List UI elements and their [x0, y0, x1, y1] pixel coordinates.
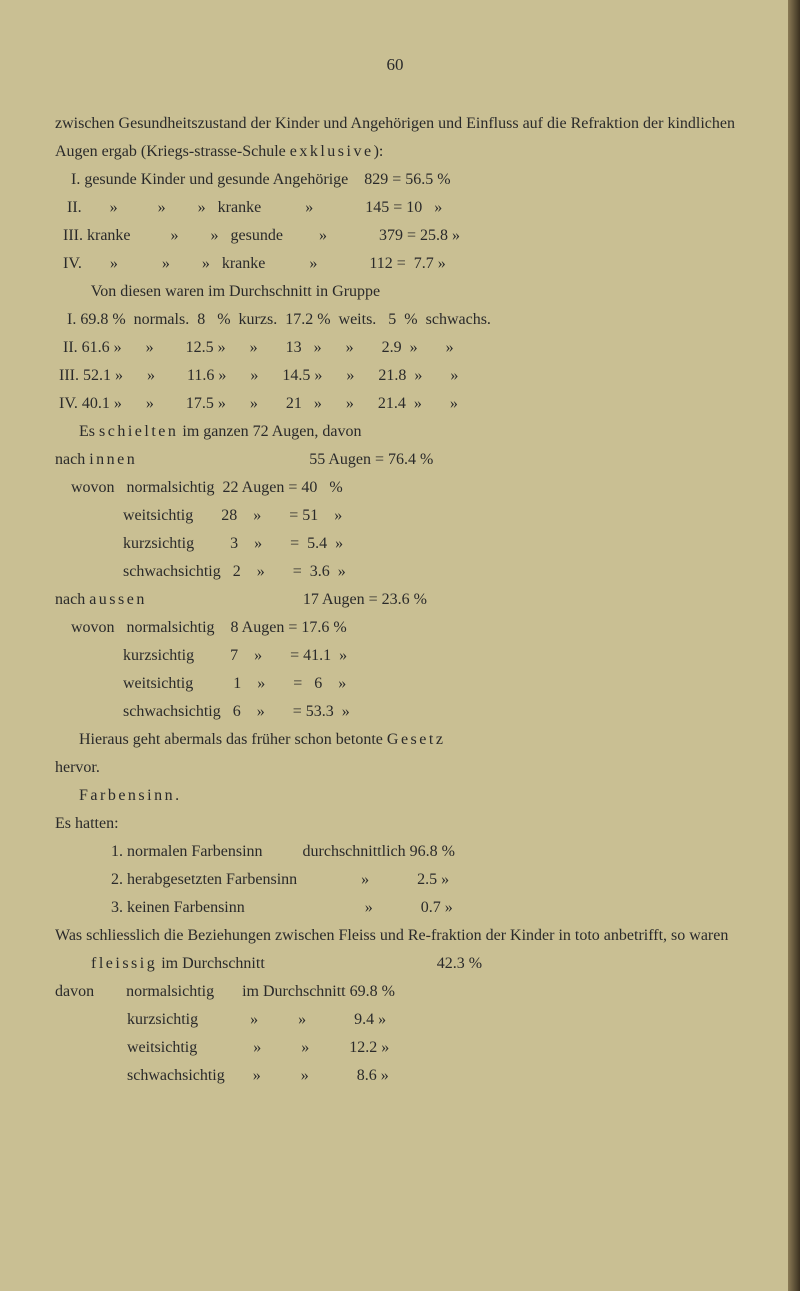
text-line: hervor. [55, 754, 735, 782]
text: ): [374, 143, 384, 160]
table-row: schwachsichtig » » 8.6 » [55, 1062, 735, 1090]
table-row: IV. » » » kranke » 112 = 7.7 » [55, 250, 735, 278]
text: Was schliesslich die Beziehungen zwische… [55, 927, 728, 944]
text-line: Es hatten: [55, 810, 735, 838]
text: Hieraus geht abermals das früher schon b… [55, 731, 387, 748]
table-row: schwachsichtig 6 » = 53.3 » [55, 698, 735, 726]
table-row: wovon normalsichtig 22 Augen = 40 % [55, 474, 735, 502]
table-row: weitsichtig 28 » = 51 » [55, 502, 735, 530]
text-spaced: Gesetz [387, 731, 446, 748]
text: zwischen Gesundheitszustand der Kinder u… [55, 115, 735, 160]
table-row: kurzsichtig » » 9.4 » [55, 1006, 735, 1034]
table-row: IV. 40.1 » » 17.5 » » 21 » » 21.4 » » [55, 390, 735, 418]
table-row: III. 52.1 » » 11.6 » » 14.5 » » 21.8 » » [55, 362, 735, 390]
table-row: wovon normalsichtig 8 Augen = 17.6 % [55, 614, 735, 642]
text-line: Von diesen waren im Durchschnitt in Grup… [55, 278, 735, 306]
paragraph-intro: zwischen Gesundheitszustand der Kinder u… [55, 110, 735, 166]
text-line: fleissig im Durchschnitt 42.3 % [55, 950, 735, 978]
text-line: nach innen 55 Augen = 76.4 % [55, 446, 735, 474]
text: Es [55, 423, 99, 440]
heading: Farbensinn. [55, 782, 735, 810]
text-line: Es schielten im ganzen 72 Augen, davon [55, 418, 735, 446]
page-edge-shadow [788, 0, 800, 1291]
text-spaced: schielten [99, 423, 178, 440]
text-line: Hieraus geht abermals das früher schon b… [55, 726, 735, 754]
text-spaced: fleissig [91, 955, 157, 972]
table-row: II. 61.6 » » 12.5 » » 13 » » 2.9 » » [55, 334, 735, 362]
table-row: schwachsichtig 2 » = 3.6 » [55, 558, 735, 586]
text-spaced: exklusive [290, 143, 374, 160]
table-row: weitsichtig 1 » = 6 » [55, 670, 735, 698]
table-row: 2. herabgesetzten Farbensinn » 2.5 » [55, 866, 735, 894]
text: nach [55, 591, 89, 608]
table-row: weitsichtig » » 12.2 » [55, 1034, 735, 1062]
text-spaced: innen [89, 451, 137, 468]
document-page: 60 zwischen Gesundheitszustand der Kinde… [0, 0, 800, 1140]
text: im Durchschnitt 42.3 % [157, 955, 482, 972]
text-spaced: Farbensinn. [79, 787, 182, 804]
table-row: kurzsichtig 3 » = 5.4 » [55, 530, 735, 558]
paragraph: Was schliesslich die Beziehungen zwische… [55, 922, 735, 950]
text-line: nach aussen 17 Augen = 23.6 % [55, 586, 735, 614]
text [55, 955, 91, 972]
text-spaced: aussen [89, 591, 147, 608]
table-row: I. gesunde Kinder und gesunde Angehörige… [55, 166, 735, 194]
table-row: 3. keinen Farbensinn » 0.7 » [55, 894, 735, 922]
text: 55 Augen = 76.4 % [137, 451, 433, 468]
table-row: 1. normalen Farbensinn durchschnittlich … [55, 838, 735, 866]
text: nach [55, 451, 89, 468]
text: im ganzen 72 Augen, davon [178, 423, 361, 440]
table-row: kurzsichtig 7 » = 41.1 » [55, 642, 735, 670]
table-row: III. kranke » » gesunde » 379 = 25.8 » [55, 222, 735, 250]
page-number: 60 [55, 50, 735, 80]
text: 17 Augen = 23.6 % [147, 591, 427, 608]
table-row: I. 69.8 % normals. 8 % kurzs. 17.2 % wei… [55, 306, 735, 334]
table-row: davon normalsichtig im Durchschnitt 69.8… [55, 978, 735, 1006]
table-row: II. » » » kranke » 145 = 10 » [55, 194, 735, 222]
